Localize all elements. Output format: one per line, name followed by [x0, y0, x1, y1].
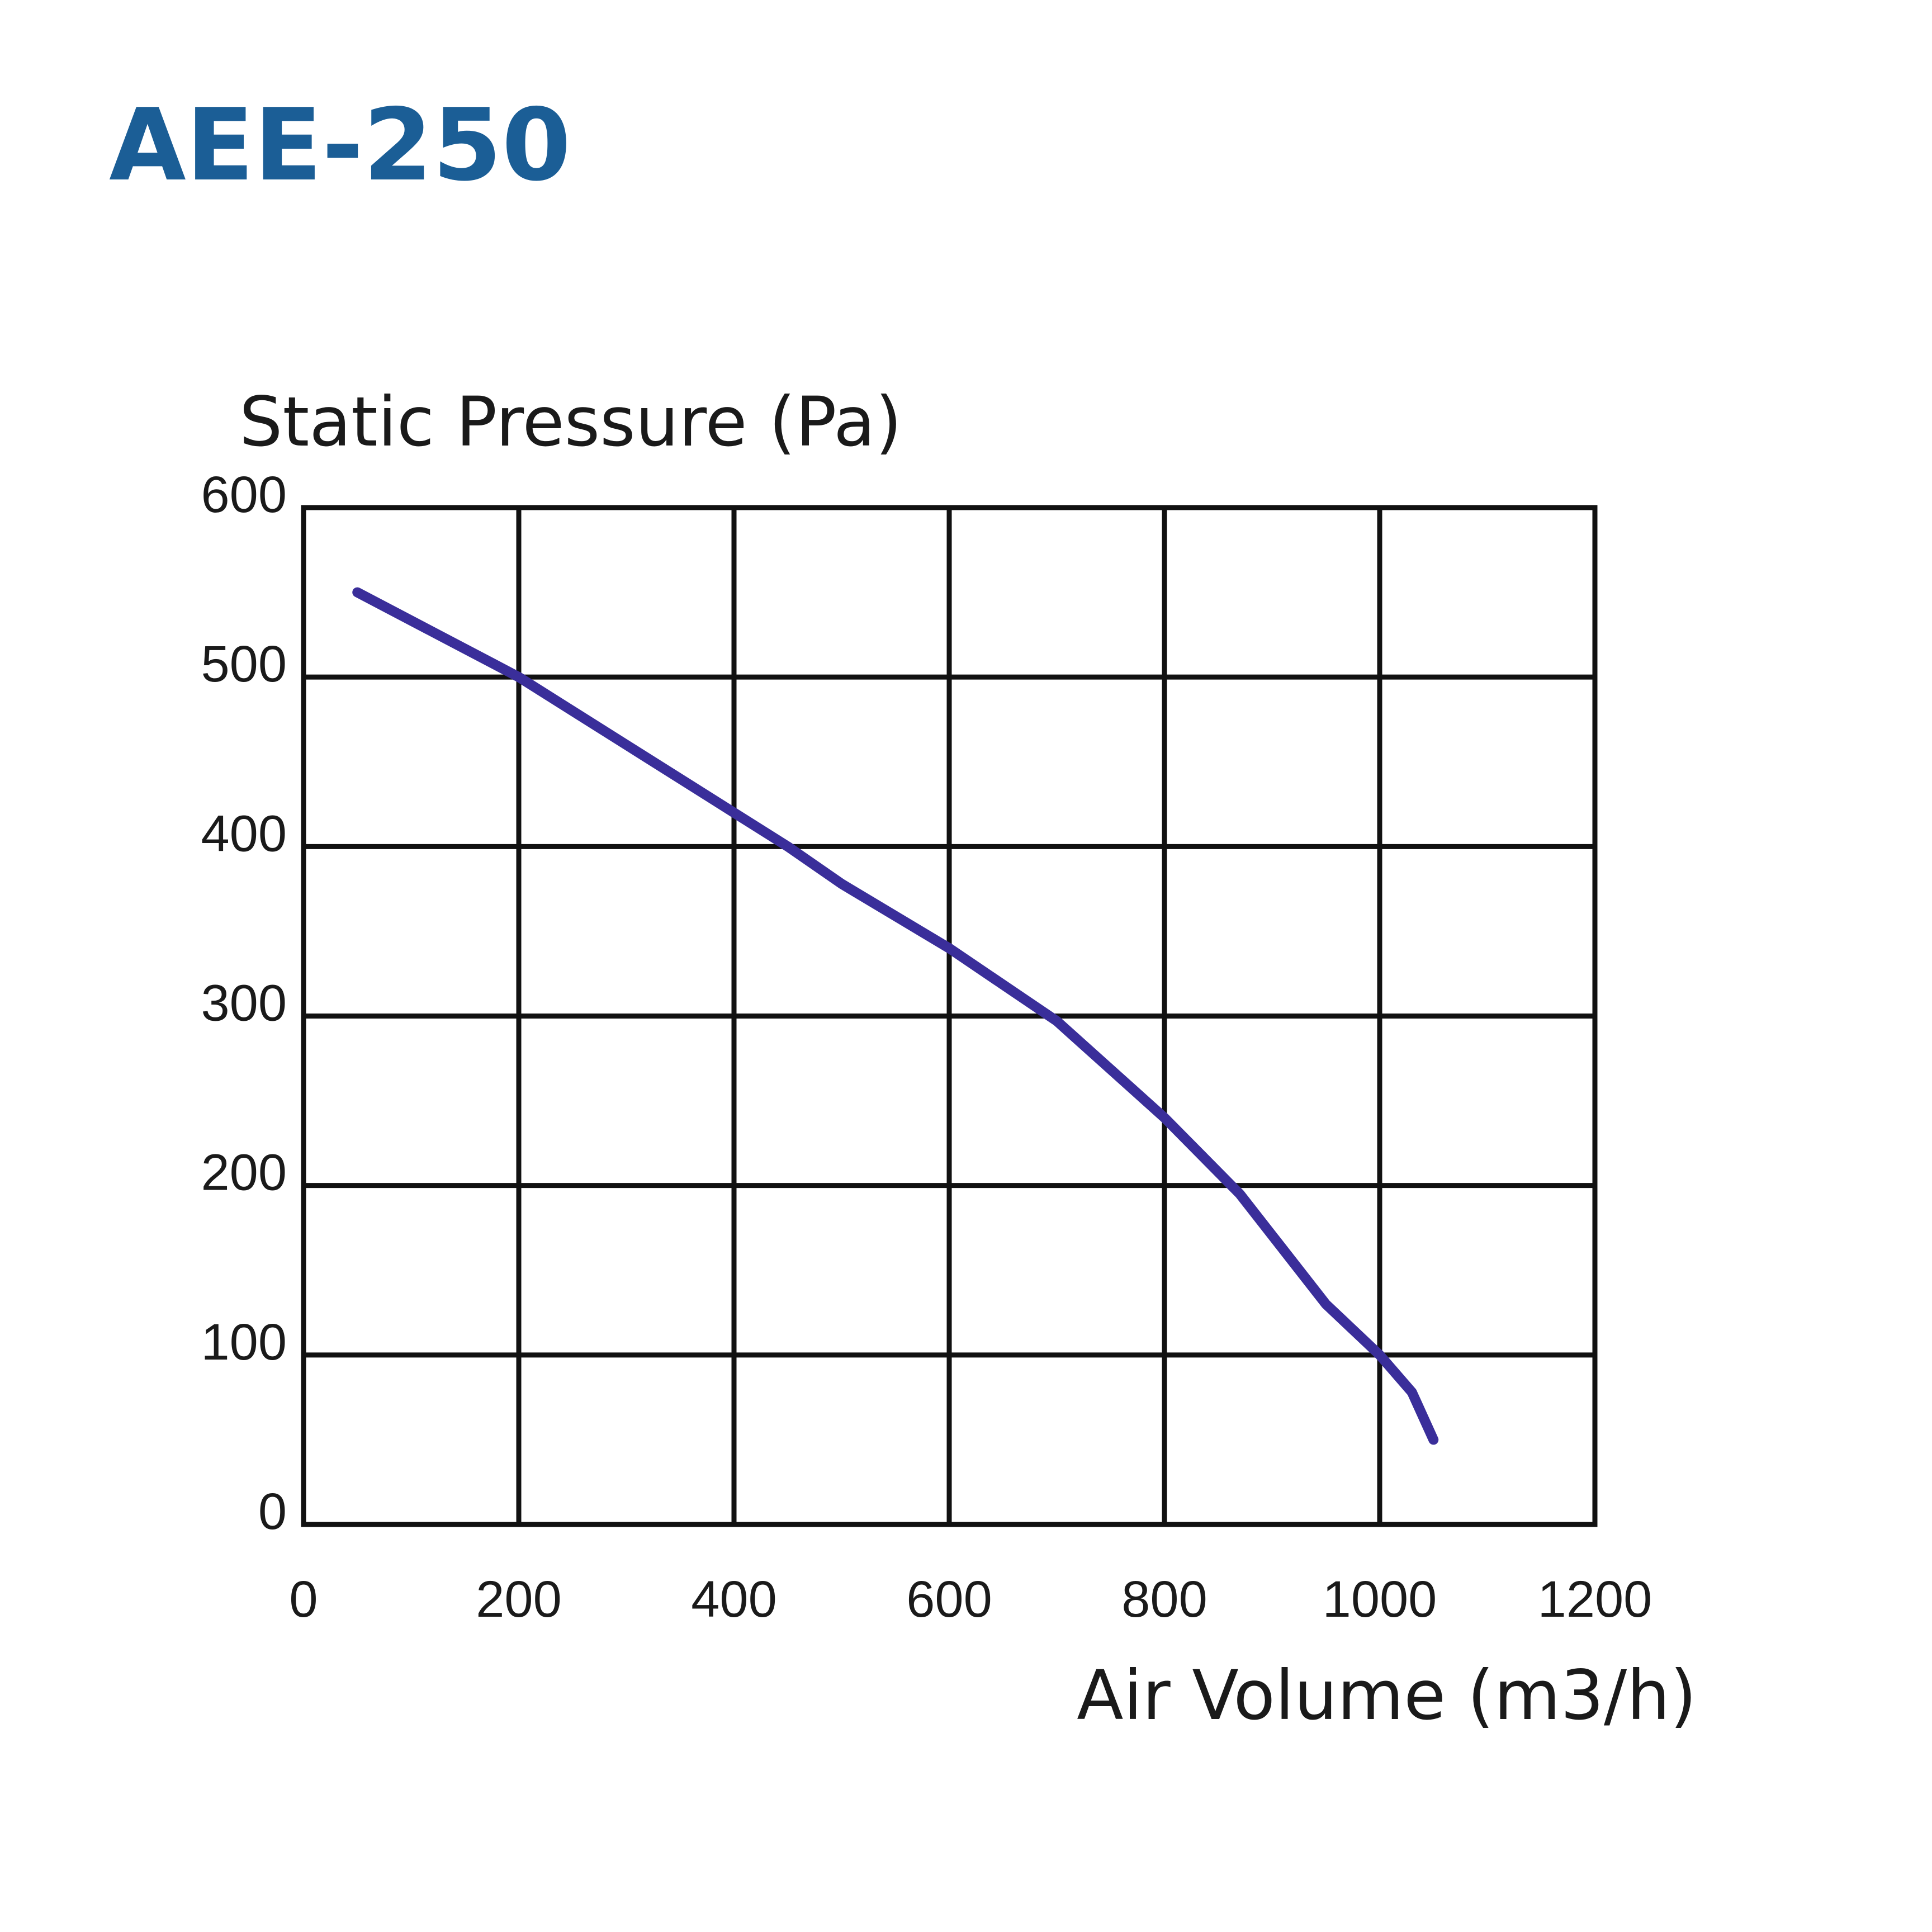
x-axis-label: Air Volume (m3/h)	[1077, 1656, 1697, 1735]
y-tick-label: 100	[201, 1314, 287, 1371]
y-tick-label: 0	[258, 1483, 287, 1540]
x-tick-label: 400	[691, 1571, 777, 1628]
x-tick-label: 1000	[1323, 1571, 1437, 1628]
y-tick-label: 300	[201, 975, 287, 1032]
x-tick-label: 600	[906, 1571, 992, 1628]
x-tick-label: 800	[1121, 1571, 1208, 1628]
chart-title: AEE-250	[109, 87, 571, 203]
y-tick-label: 600	[201, 466, 287, 523]
y-tick-label: 400	[201, 805, 287, 862]
y-tick-label: 500	[201, 636, 287, 693]
y-tick-label: 200	[201, 1144, 287, 1201]
curve	[352, 587, 1439, 1445]
x-tick-label: 200	[476, 1571, 562, 1628]
x-tick-label: 0	[289, 1571, 318, 1628]
y-axis-label: Static Pressure (Pa)	[239, 382, 902, 462]
x-tick-label: 1200	[1538, 1571, 1652, 1628]
